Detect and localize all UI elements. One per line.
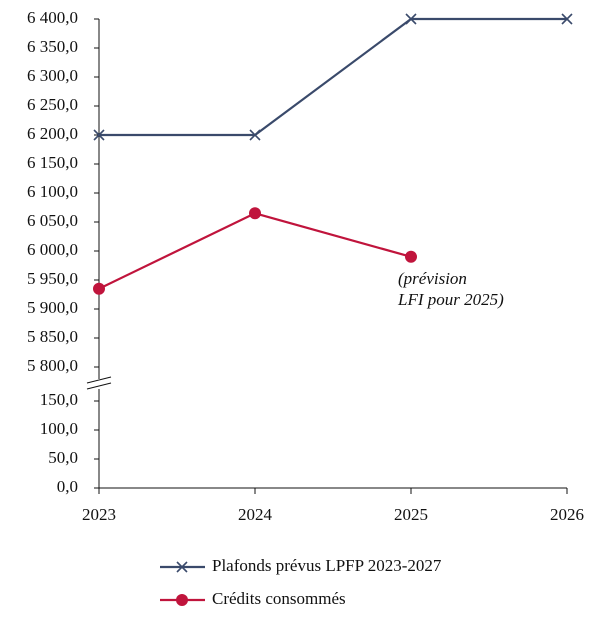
marker-stroke <box>93 129 105 141</box>
marker-stroke <box>249 129 261 141</box>
axis-break-gap <box>87 379 111 389</box>
y-tick-label: 6 150,0 <box>27 153 78 172</box>
y-tick-label: 5 850,0 <box>27 327 78 346</box>
circle-marker <box>93 282 105 295</box>
y-tick-label: 150,0 <box>40 390 78 409</box>
circle-marker <box>405 250 417 263</box>
legend-label: Crédits consommés <box>212 589 346 608</box>
circle-marker <box>249 207 261 220</box>
x-marker <box>405 13 417 25</box>
y-tick-label: 6 350,0 <box>27 37 78 56</box>
y-tick-label: 6 050,0 <box>27 211 78 230</box>
y-tick-label: 100,0 <box>40 419 78 438</box>
x-tick-label: 2024 <box>238 505 273 524</box>
y-tick-label: 6 400,0 <box>27 8 78 27</box>
x-marker <box>176 561 188 573</box>
x-marker <box>249 129 261 141</box>
marker-stroke <box>561 13 573 25</box>
y-tick-label: 6 250,0 <box>27 95 78 114</box>
y-tick-label: 0,0 <box>57 477 78 496</box>
annotation: (prévision <box>398 269 467 288</box>
y-tick-label: 6 200,0 <box>27 124 78 143</box>
x-tick-label: 2026 <box>550 505 584 524</box>
series-line <box>99 17 567 137</box>
axis-break-mark <box>86 382 112 390</box>
x-marker <box>93 129 105 141</box>
y-tick-label: 5 950,0 <box>27 269 78 288</box>
annotation: LFI pour 2025) <box>397 290 504 309</box>
marker-stroke <box>176 561 188 573</box>
x-tick-label: 2023 <box>82 505 116 524</box>
y-tick-label: 6 300,0 <box>27 66 78 85</box>
y-tick-label: 6 100,0 <box>27 182 78 201</box>
y-tick-label: 5 800,0 <box>27 356 78 375</box>
y-tick-label: 6 000,0 <box>27 240 78 259</box>
series-line <box>98 212 412 290</box>
circle-marker <box>176 594 188 606</box>
x-tick-label: 2025 <box>394 505 428 524</box>
legend-label: Plafonds prévus LPFP 2023-2027 <box>212 556 442 575</box>
marker-stroke <box>405 13 417 25</box>
x-marker <box>561 13 573 25</box>
axis-break-mark <box>86 376 112 384</box>
y-tick-label: 50,0 <box>48 448 78 467</box>
y-tick-label: 5 900,0 <box>27 298 78 317</box>
